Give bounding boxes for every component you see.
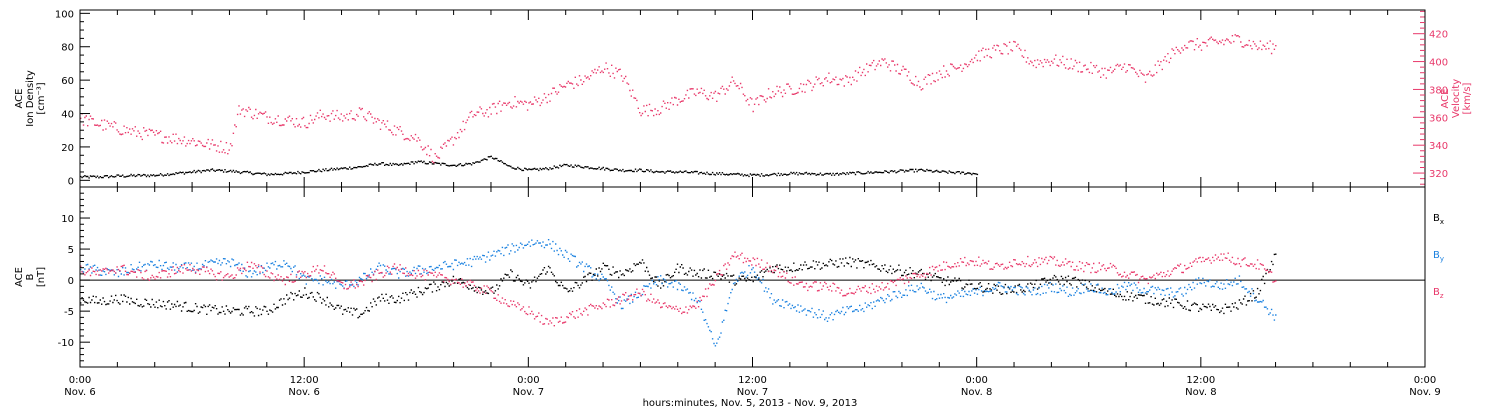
magnetic-field-panel: -10 -5 0 5 10 ACEB[nT] Bx By Bz [14,186,1444,368]
component-legend: Bx By Bz [1433,213,1444,300]
axis-label-line: [km/s] [1462,82,1473,114]
legend-subscript: x [1440,218,1444,226]
b-by-points [80,239,1277,347]
velocity-axis-label: ACEVelocity[km/s] [1440,79,1473,118]
ion-density-points [80,155,979,179]
b-axis-label: ACEB[nT] [14,267,47,287]
legend-subscript: z [1440,292,1444,300]
magnetic-field-points [80,239,1277,347]
b-bz-points [80,251,1277,327]
velocity-tick-label: 400 [1429,58,1448,69]
b-tick-label: -10 [58,338,74,349]
velocity-axis-ticks: 320 340 360 380 400 420 [1413,10,1448,185]
velocity-tick-label: 380 [1429,85,1448,96]
x-date-label: Nov. 7 [513,387,544,398]
axis-label-line: B [25,273,36,280]
b-tick-label: 10 [61,214,74,225]
x-date-label: Nov. 6 [288,387,319,398]
x-time-label: 12:00 [738,375,767,386]
density-tick-label: 100 [55,9,74,20]
legend-by: By [1433,250,1444,263]
density-axis-label: ACEIon Density[cm⁻³] [14,70,47,127]
axis-label-line: ACE [14,267,25,287]
density-axis-ticks: 0 20 40 60 80 100 [55,9,90,187]
b-bx-points [80,253,1277,319]
axis-label-line: ACE [14,89,25,109]
x-date-label: Nov. 8 [961,387,992,398]
time-axis-title: hours:minutes, Nov. 5, 2013 - Nov. 9, 20… [643,398,858,409]
x-date-label: Nov. 8 [1185,387,1216,398]
density-velocity-points [80,34,1277,179]
velocity-points [80,34,1277,164]
velocity-tick-label: 340 [1429,141,1448,152]
x-date-label: Nov. 7 [737,387,768,398]
density-tick-label: 20 [61,143,74,154]
axis-label-line: Velocity [1451,79,1462,118]
b-tick-label: 0 [68,276,74,287]
x-time-label: 0:00 [1414,375,1436,386]
x-time-label: 0:00 [965,375,987,386]
b-axis-ticks: -10 -5 0 5 10 [58,192,90,368]
axis-label-line: ACE [1440,89,1451,109]
x-time-label: 0:00 [517,375,539,386]
density-tick-label: 0 [68,176,74,187]
density-tick-label: 40 [61,110,74,121]
legend-subscript: y [1440,255,1444,263]
axis-label-line: [nT] [36,267,47,287]
density-tick-label: 60 [61,76,74,87]
x-date-label: Nov. 9 [1409,387,1440,398]
density-tick-label: 80 [61,43,74,54]
x-time-label: 12:00 [1186,375,1215,386]
velocity-tick-label: 420 [1429,30,1448,41]
velocity-tick-label: 360 [1429,113,1448,124]
x-time-label: 0:00 [69,375,91,386]
x-time-label: 12:00 [290,375,319,386]
x-date-label: Nov. 6 [64,387,95,398]
legend-bx: Bx [1433,213,1444,226]
b-tick-label: 5 [68,245,74,256]
velocity-tick-label: 320 [1429,169,1448,180]
axis-label-line: Ion Density [25,70,36,127]
legend-bz: Bz [1433,287,1444,300]
axis-label-line: [cm⁻³] [36,82,47,114]
b-tick-label: -5 [64,307,74,318]
